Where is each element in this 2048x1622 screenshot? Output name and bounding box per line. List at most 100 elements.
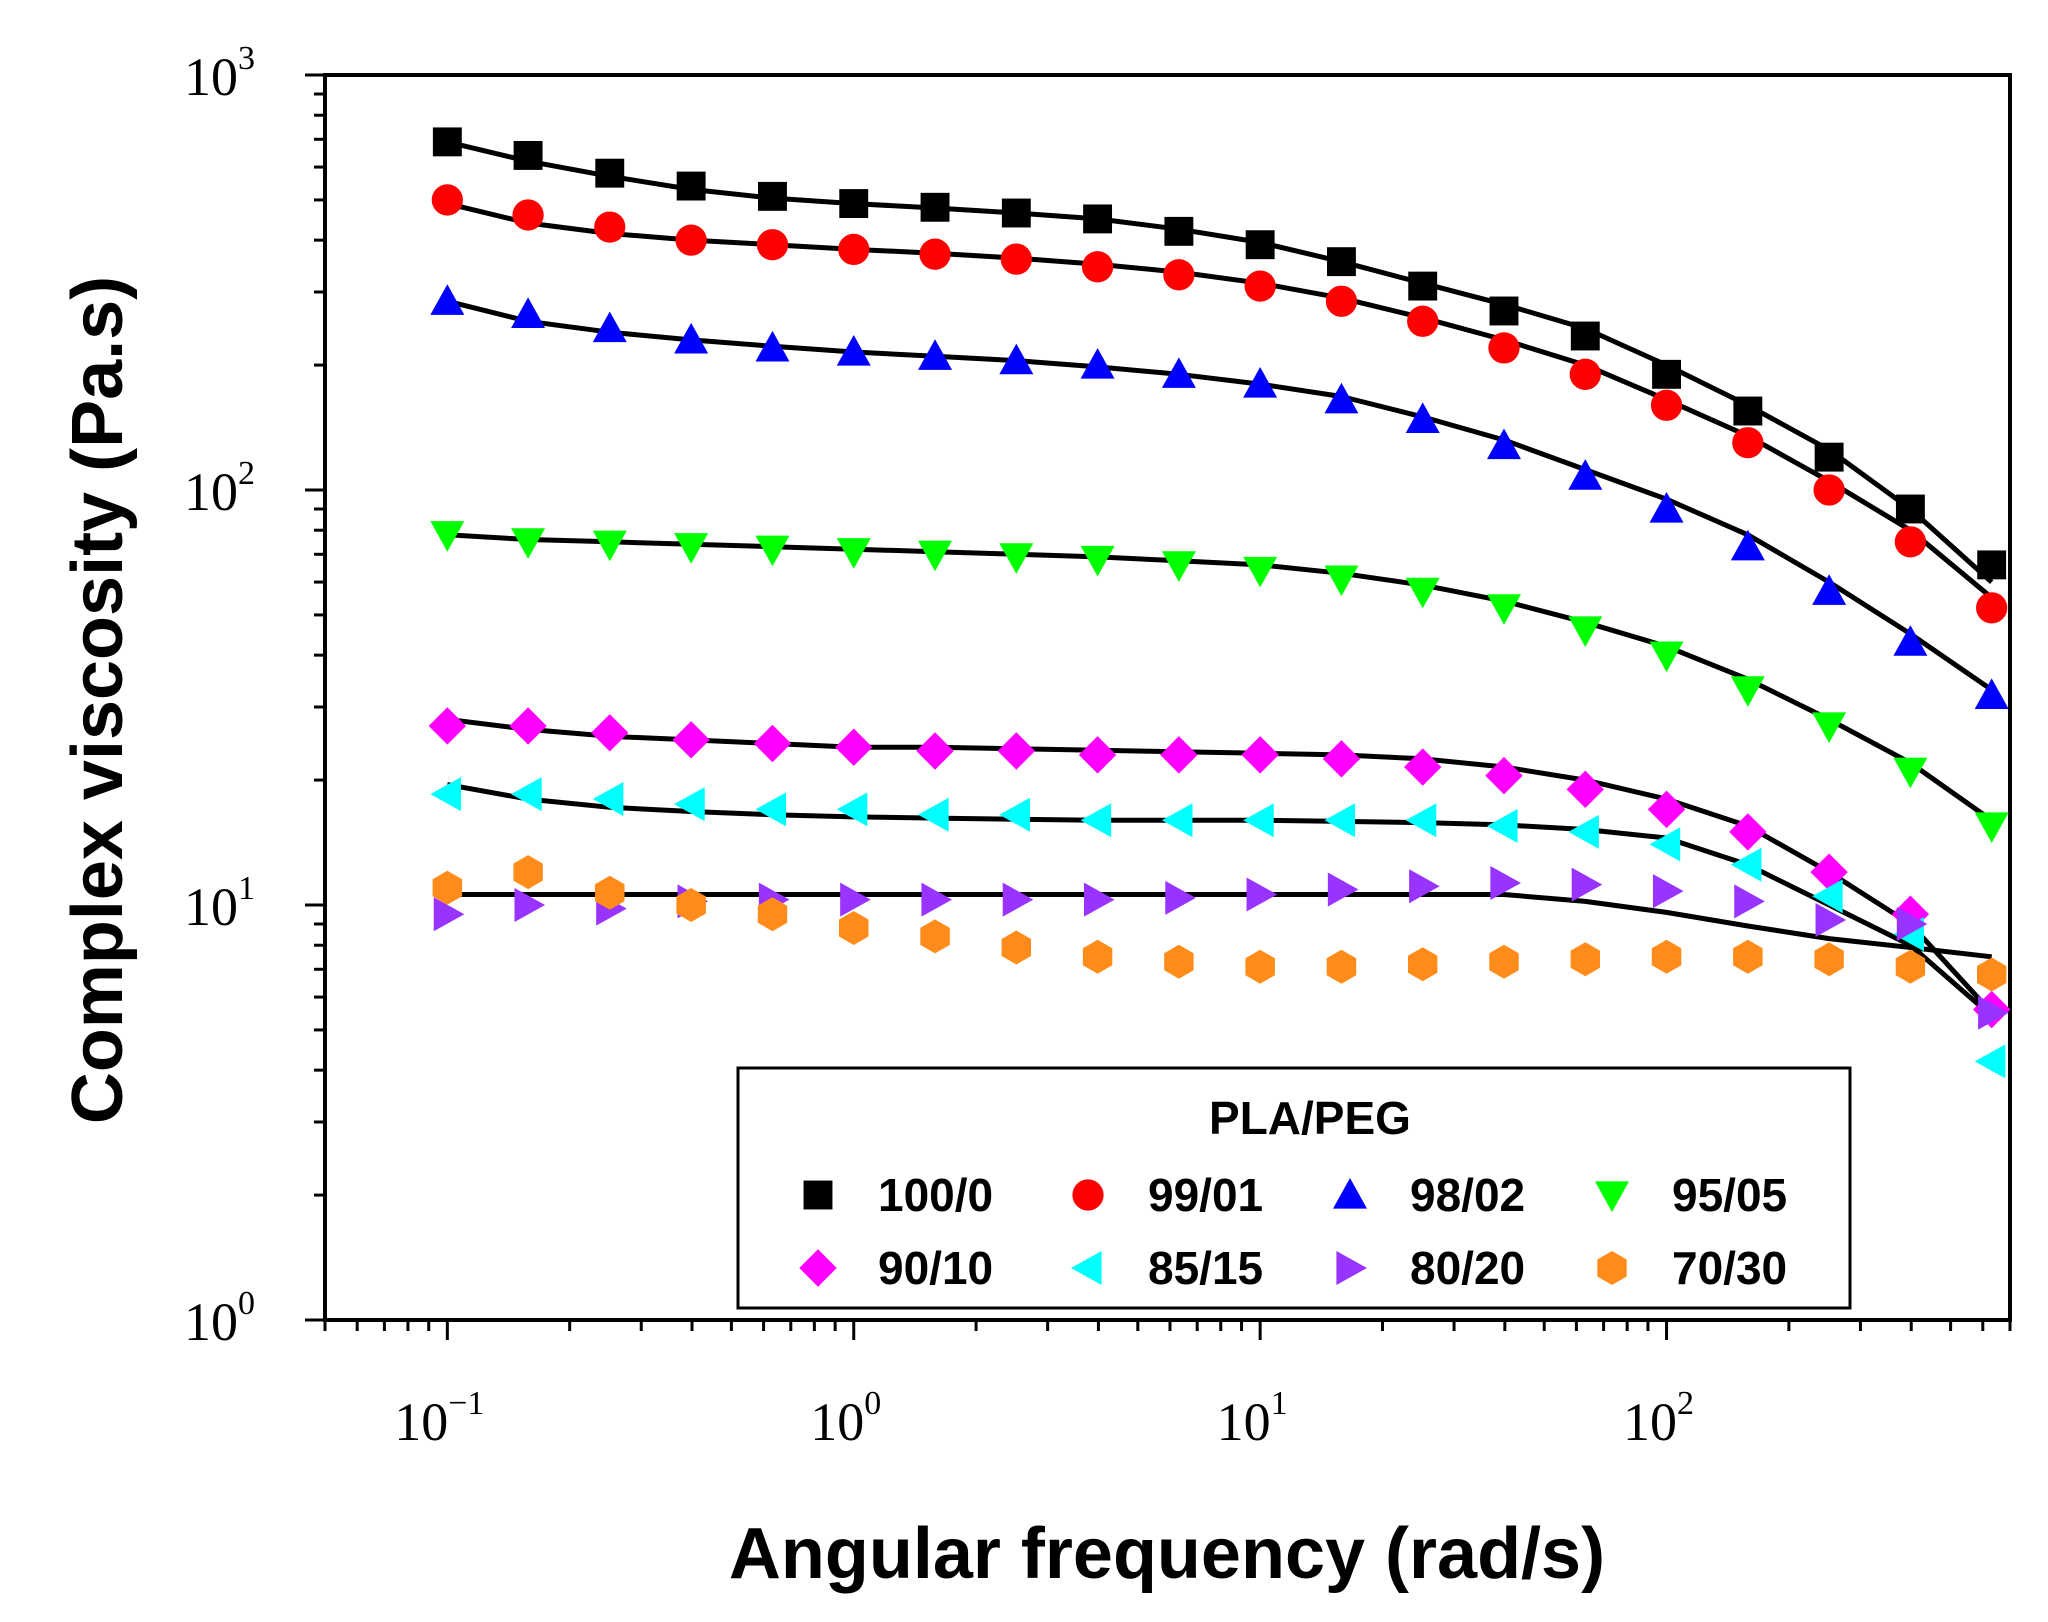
data-point (756, 229, 789, 261)
data-point (836, 792, 868, 827)
data-point (1244, 270, 1276, 302)
legend-marker (1072, 1179, 1104, 1211)
data-point (919, 238, 951, 270)
data-point (676, 171, 706, 201)
data-point (1002, 882, 1034, 917)
data-point (1246, 877, 1278, 912)
legend-label: 80/20 (1410, 1242, 1525, 1294)
data-point (753, 724, 792, 763)
data-point (920, 192, 950, 222)
data-point (920, 919, 950, 954)
data-point (1815, 903, 1847, 938)
data-point (1243, 803, 1274, 838)
fit-line-80-20 (447, 892, 1992, 960)
data-point (509, 707, 547, 745)
data-point (1486, 809, 1518, 844)
legend-marker (803, 1180, 833, 1210)
data-point (592, 311, 627, 343)
data-point (1408, 271, 1438, 301)
data-point (755, 535, 790, 567)
data-point (1895, 494, 1925, 524)
x-tick-label: 102 (1623, 1385, 1694, 1452)
data-point (431, 184, 463, 216)
data-markers (428, 127, 2011, 1079)
x-axis-title: Angular frequency (rad/s) (729, 1514, 1605, 1594)
data-point (513, 855, 543, 890)
legend-label: 98/02 (1410, 1169, 1525, 1221)
data-point (1490, 865, 1521, 900)
data-point (1895, 949, 1926, 984)
data-point (1489, 944, 1519, 979)
data-point (1325, 285, 1358, 317)
data-point (1407, 305, 1439, 337)
legend-marker (799, 1249, 837, 1287)
data-point (1405, 803, 1437, 838)
data-point (1730, 676, 1765, 707)
legend-label: 100/0 (878, 1169, 993, 1221)
data-point (1245, 949, 1275, 984)
data-point (1080, 348, 1115, 379)
legend-item-99-01: 99/01 (1072, 1169, 1263, 1221)
data-point (1810, 853, 1848, 891)
data-point (595, 875, 625, 910)
fit-line-100-0 (446, 139, 1994, 584)
legend-item-95-05: 95/05 (1595, 1169, 1787, 1221)
data-point (1324, 565, 1359, 597)
data-point (1083, 882, 1115, 917)
legend-box (736, 1066, 1852, 1310)
data-point (1651, 939, 1682, 974)
legend-title: PLA/PEG (1209, 1092, 1411, 1144)
data-point (672, 721, 710, 759)
data-point (594, 211, 626, 243)
data-point (1078, 736, 1117, 774)
data-point (1000, 243, 1032, 275)
data-point (432, 870, 463, 905)
data-point (921, 882, 953, 917)
fit-line-98-02 (446, 298, 1994, 692)
data-point (916, 732, 954, 770)
x-tick-label: 100 (810, 1385, 881, 1452)
data-point (1160, 736, 1198, 774)
data-point (1812, 574, 1847, 605)
data-point (1486, 428, 1521, 460)
data-point (1001, 198, 1031, 228)
legend-marker (1071, 1251, 1102, 1285)
data-point (1814, 942, 1844, 977)
data-point (1241, 736, 1279, 774)
y-tick-label: 103 (184, 40, 255, 107)
data-point (1083, 204, 1113, 234)
data-point (758, 181, 787, 211)
series-70-30 (432, 855, 2007, 992)
y-axis-title: Complex viscosity (Pa.s) (58, 276, 138, 1124)
data-point (1977, 957, 2007, 992)
data-point (430, 284, 465, 315)
data-point (1327, 872, 1359, 907)
data-point (1326, 247, 1356, 277)
data-point (1324, 382, 1359, 414)
data-point (428, 707, 467, 745)
legend-label: 70/30 (1672, 1242, 1787, 1294)
y-tick-label: 102 (184, 455, 255, 522)
data-point (1730, 529, 1765, 561)
data-point (1974, 1044, 2006, 1079)
data-point (1812, 712, 1847, 743)
data-point (918, 540, 953, 572)
legend-label: 95/05 (1672, 1169, 1787, 1221)
data-point (511, 297, 546, 328)
data-point (1243, 367, 1278, 398)
data-point (591, 714, 629, 752)
data-point (1893, 757, 1928, 789)
data-point (1977, 550, 2007, 580)
series-80-20 (433, 865, 2009, 1030)
data-point (1001, 930, 1031, 965)
data-point (999, 797, 1030, 832)
data-point (999, 343, 1034, 375)
data-point (512, 199, 544, 231)
data-point (674, 322, 709, 354)
data-point (1978, 995, 2009, 1030)
series-90-10 (428, 707, 2011, 1029)
data-point (592, 782, 624, 817)
data-point (1082, 939, 1113, 974)
data-point (1568, 459, 1603, 490)
